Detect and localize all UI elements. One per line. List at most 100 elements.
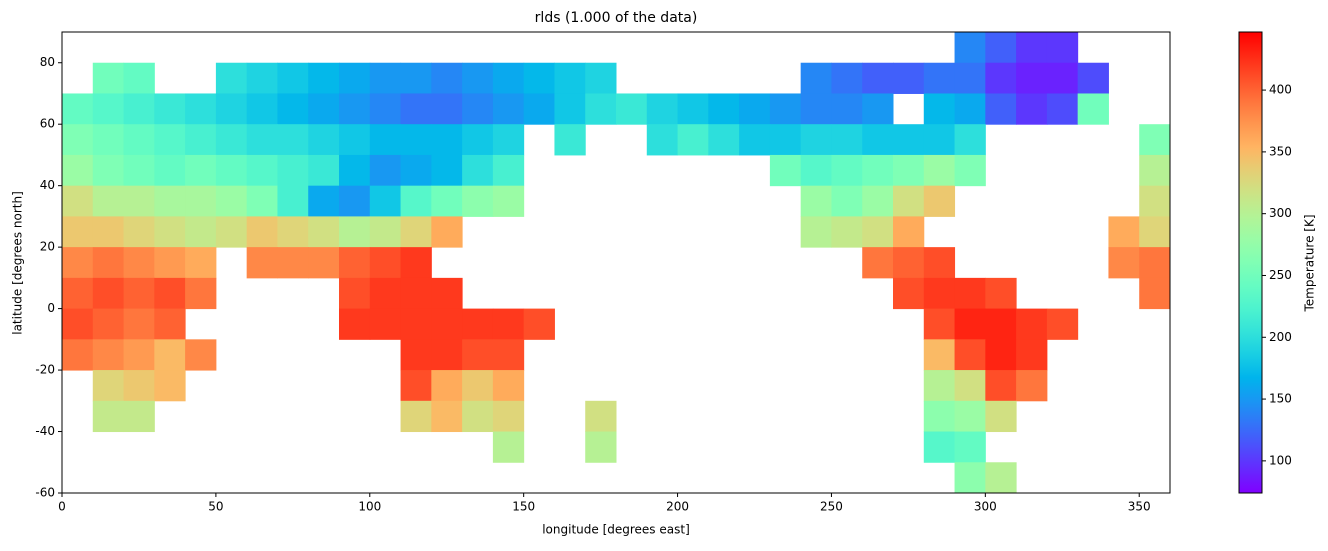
heatmap-cell — [277, 185, 309, 217]
heatmap-cell — [1016, 370, 1048, 402]
heatmap-cell — [1046, 32, 1079, 64]
heatmap-cell — [308, 247, 340, 279]
heatmap-cell — [400, 247, 432, 279]
colorbar-tick-label: 200 — [1269, 330, 1292, 344]
heatmap-cell — [431, 154, 463, 187]
heatmap-cell — [893, 277, 925, 310]
heatmap-cell — [431, 308, 463, 340]
x-tick-label: 100 — [358, 500, 381, 514]
heatmap-cell — [400, 370, 432, 402]
heatmap-cell — [462, 370, 494, 402]
heatmap-cell — [123, 370, 155, 402]
heatmap-cell — [492, 370, 525, 402]
heatmap-cell — [492, 93, 525, 125]
y-tick-label: -20 — [35, 363, 55, 377]
heatmap-cell — [339, 62, 371, 94]
heatmap-cell — [862, 62, 894, 94]
heatmap-cell — [431, 124, 463, 156]
y-tick-label: 80 — [40, 55, 55, 69]
heatmap-cell — [92, 154, 125, 187]
heatmap-cell — [923, 400, 956, 433]
heatmap-cell — [1046, 93, 1079, 125]
heatmap-cell — [1016, 93, 1048, 125]
heatmap-cell — [154, 124, 186, 156]
heatmap-cell — [985, 93, 1017, 125]
heatmap-cell — [954, 308, 986, 340]
heatmap-cell — [400, 339, 432, 371]
heatmap-cell — [954, 431, 986, 463]
heatmap-cell — [123, 62, 155, 94]
heatmap-cell — [1016, 32, 1048, 64]
heatmap-cell — [462, 93, 494, 125]
heatmap-cell — [246, 154, 278, 187]
heatmap-cell — [431, 277, 463, 310]
heatmap-cell — [277, 216, 309, 248]
heatmap-cell — [154, 339, 186, 371]
heatmap-cell — [554, 62, 586, 94]
heatmap-cell — [92, 93, 125, 125]
heatmap-cell — [523, 62, 555, 94]
y-tick-label: 20 — [40, 240, 55, 254]
heatmap-cell — [492, 62, 525, 94]
heatmap-cell — [62, 185, 94, 217]
heatmap-cell — [862, 93, 894, 125]
heatmap-cell — [462, 154, 494, 187]
heatmap-cell — [369, 216, 402, 248]
heatmap-cell — [92, 308, 125, 340]
x-tick-label: 300 — [974, 500, 997, 514]
heatmap-cell — [369, 93, 402, 125]
heatmap-cell — [431, 216, 463, 248]
heatmap-cell — [708, 93, 740, 125]
heatmap-cell — [369, 154, 402, 187]
heatmap-cell — [154, 308, 186, 340]
heatmap-cell — [1139, 216, 1171, 248]
heatmap-cell — [739, 93, 771, 125]
heatmap-cell — [769, 93, 802, 125]
colorbar-tick-label: 300 — [1269, 206, 1292, 220]
heatmap-cell — [185, 93, 217, 125]
heatmap-cell — [769, 154, 802, 187]
heatmap-cell — [462, 185, 494, 217]
heatmap-cell — [1139, 277, 1171, 310]
heatmap-cell — [462, 62, 494, 94]
heatmap-cell — [400, 62, 432, 94]
heatmap-cell — [1016, 308, 1048, 340]
colorbar-label: Temperature [K] — [1303, 214, 1317, 312]
heatmap-cell — [492, 431, 525, 463]
heatmap-cell — [92, 216, 125, 248]
heatmap-cell — [554, 124, 586, 156]
heatmap-cell — [62, 339, 94, 371]
heatmap-cell — [492, 400, 525, 433]
heatmap-cell — [646, 93, 679, 125]
heatmap-cell — [985, 32, 1017, 64]
heatmap-cell — [62, 247, 94, 279]
heatmap-cell — [246, 62, 278, 94]
heatmap-cell — [154, 247, 186, 279]
heatmap-cell — [308, 124, 340, 156]
heatmap-cell — [492, 339, 525, 371]
heatmap-cell — [185, 216, 217, 248]
heatmap-cell — [492, 308, 525, 340]
heatmap-cell — [1046, 308, 1079, 340]
heatmap-cell — [862, 247, 894, 279]
heatmap-cell — [923, 185, 956, 217]
heatmap-cell — [677, 124, 709, 156]
y-axis-label: latitude [degrees north] — [11, 191, 25, 335]
heatmap-cell — [246, 185, 278, 217]
heatmap-cell — [523, 308, 555, 340]
heatmap-cell — [462, 339, 494, 371]
heatmap-cell — [893, 62, 925, 94]
heatmap-cell — [123, 124, 155, 156]
heatmap-cell — [246, 216, 278, 248]
heatmap-cell — [1016, 62, 1048, 94]
heatmap-cell — [923, 247, 956, 279]
heatmap-cell — [215, 93, 248, 125]
heatmap-cell — [123, 339, 155, 371]
heatmap-cell — [954, 62, 986, 94]
heatmap-cell — [62, 277, 94, 310]
heatmap-cell — [492, 185, 525, 217]
heatmap-cell — [400, 154, 432, 187]
heatmap-cell — [492, 124, 525, 156]
heatmap-cell — [185, 154, 217, 187]
heatmap-cell — [431, 185, 463, 217]
